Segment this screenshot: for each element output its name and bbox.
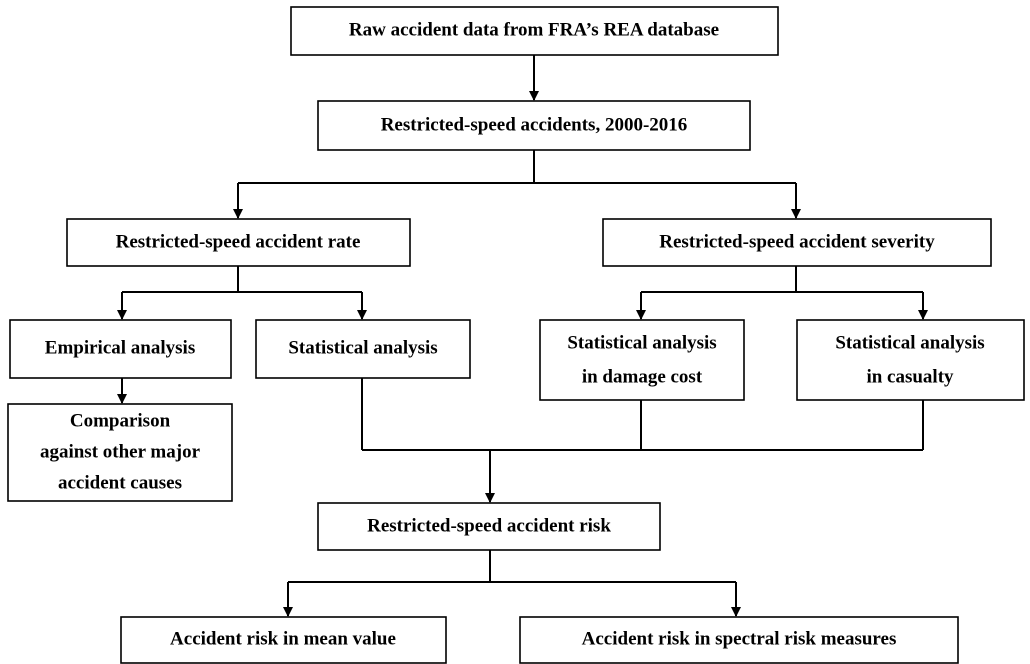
node-label: Statistical analysis (288, 337, 437, 358)
node: Statistical analysis in damage cost (539, 319, 745, 401)
node-box (9, 319, 232, 379)
node: Statistical analysis in casualty (796, 319, 1025, 401)
node-label: Restricted-speed accident risk (367, 515, 611, 536)
node-label: Empirical analysis (45, 337, 195, 358)
node-box (120, 616, 447, 664)
node-box (66, 218, 411, 267)
node-label: against other major (40, 441, 201, 462)
node-box (539, 319, 745, 401)
node-label: Restricted-speed accident rate (116, 231, 361, 252)
node-box (255, 319, 471, 379)
node-label: Accident risk in mean value (170, 628, 396, 649)
node-label: in damage cost (582, 366, 703, 387)
node-box (519, 616, 959, 664)
node-label: Raw accident data from FRA’s REA databas… (349, 19, 719, 40)
connectors (117, 55, 928, 617)
node: Statistical analysis (255, 319, 471, 379)
node: Restricted-speed accident severity (602, 218, 992, 267)
node-label: Restricted-speed accident severity (659, 231, 935, 252)
node-box (317, 502, 661, 551)
node: Accident risk in mean value (120, 616, 447, 664)
node-label: Restricted-speed accidents, 2000-2016 (381, 114, 688, 135)
node-box (7, 403, 233, 502)
node: Restricted-speed accident risk (317, 502, 661, 551)
node: Raw accident data from FRA’s REA databas… (290, 6, 779, 56)
node-label: Statistical analysis (835, 332, 984, 353)
node-box (290, 6, 779, 56)
node-box (602, 218, 992, 267)
node-label: Statistical analysis (567, 332, 716, 353)
node-box (317, 100, 751, 151)
node-label: accident causes (58, 472, 182, 493)
node: Comparison against other major accident … (7, 403, 233, 502)
node-box (796, 319, 1025, 401)
node-label: Accident risk in spectral risk measures (582, 628, 897, 649)
node: Empirical analysis (9, 319, 232, 379)
node-label: Comparison (70, 410, 171, 431)
node: Accident risk in spectral risk measures (519, 616, 959, 664)
node: Restricted-speed accident rate (66, 218, 411, 267)
node: Restricted-speed accidents, 2000-2016 (317, 100, 751, 151)
node-label: in casualty (866, 366, 954, 387)
